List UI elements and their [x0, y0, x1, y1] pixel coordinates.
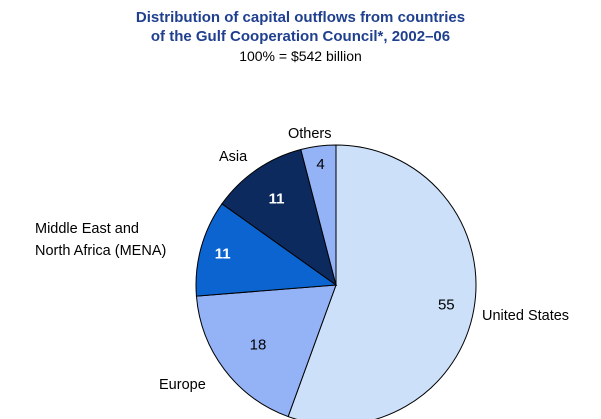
- pie-slice-united-states: [287, 144, 477, 419]
- slice-value-asia: 11: [269, 191, 285, 208]
- pie-slice-others: [300, 144, 337, 286]
- pie-slice-asia: [221, 148, 337, 287]
- pie-slice-mena: [195, 203, 338, 297]
- slice-value-others: 4: [316, 156, 324, 173]
- chart-title-line-1: Distribution of capital outflows from co…: [135, 9, 466, 26]
- slice-label-united-states: United States: [482, 308, 569, 324]
- chart-title-line-2: of the Gulf Cooperation Council*, 2002–0…: [150, 28, 451, 45]
- slice-value-europe: 18: [250, 336, 267, 353]
- slice-value-united-states: 55: [438, 296, 455, 313]
- pie-slice-europe: [195, 284, 337, 418]
- slice-label-mena-line-2: North Africa (MENA): [35, 243, 166, 259]
- slice-value-mena: 11: [215, 246, 231, 263]
- chart-subtitle: 100% = $542 billion: [239, 48, 362, 64]
- slice-label-asia: Asia: [219, 149, 248, 165]
- slice-label-others: Others: [288, 126, 332, 142]
- slice-label-mena-line-1: Middle East and: [35, 221, 139, 237]
- slice-label-europe: Europe: [159, 377, 206, 393]
